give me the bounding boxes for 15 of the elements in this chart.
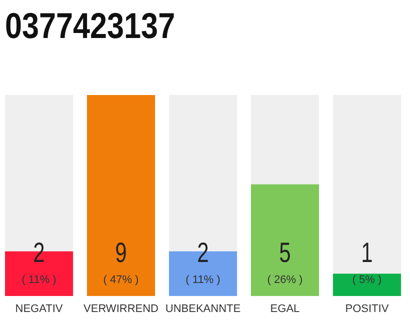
x-tick-label: POSITIV	[345, 303, 390, 315]
annotation: ( 26% )	[267, 274, 303, 286]
x-tick-label: NEGATIV	[15, 303, 64, 315]
data-label: 1	[361, 238, 373, 269]
chart-title: 0377423137	[5, 6, 176, 47]
annotation: ( 11% )	[186, 274, 220, 286]
x-tick-label: EGAL	[270, 303, 300, 315]
x-tick-label: VERWIRREND	[84, 303, 159, 315]
data-label: 9	[115, 238, 127, 269]
data-label: 5	[279, 238, 291, 269]
x-tick-label: UNBEKANNTE	[165, 303, 241, 315]
annotation: ( 5% )	[352, 274, 382, 286]
annotation: ( 47% )	[103, 274, 139, 286]
annotation: ( 11% )	[22, 274, 56, 286]
bar	[332, 274, 401, 296]
